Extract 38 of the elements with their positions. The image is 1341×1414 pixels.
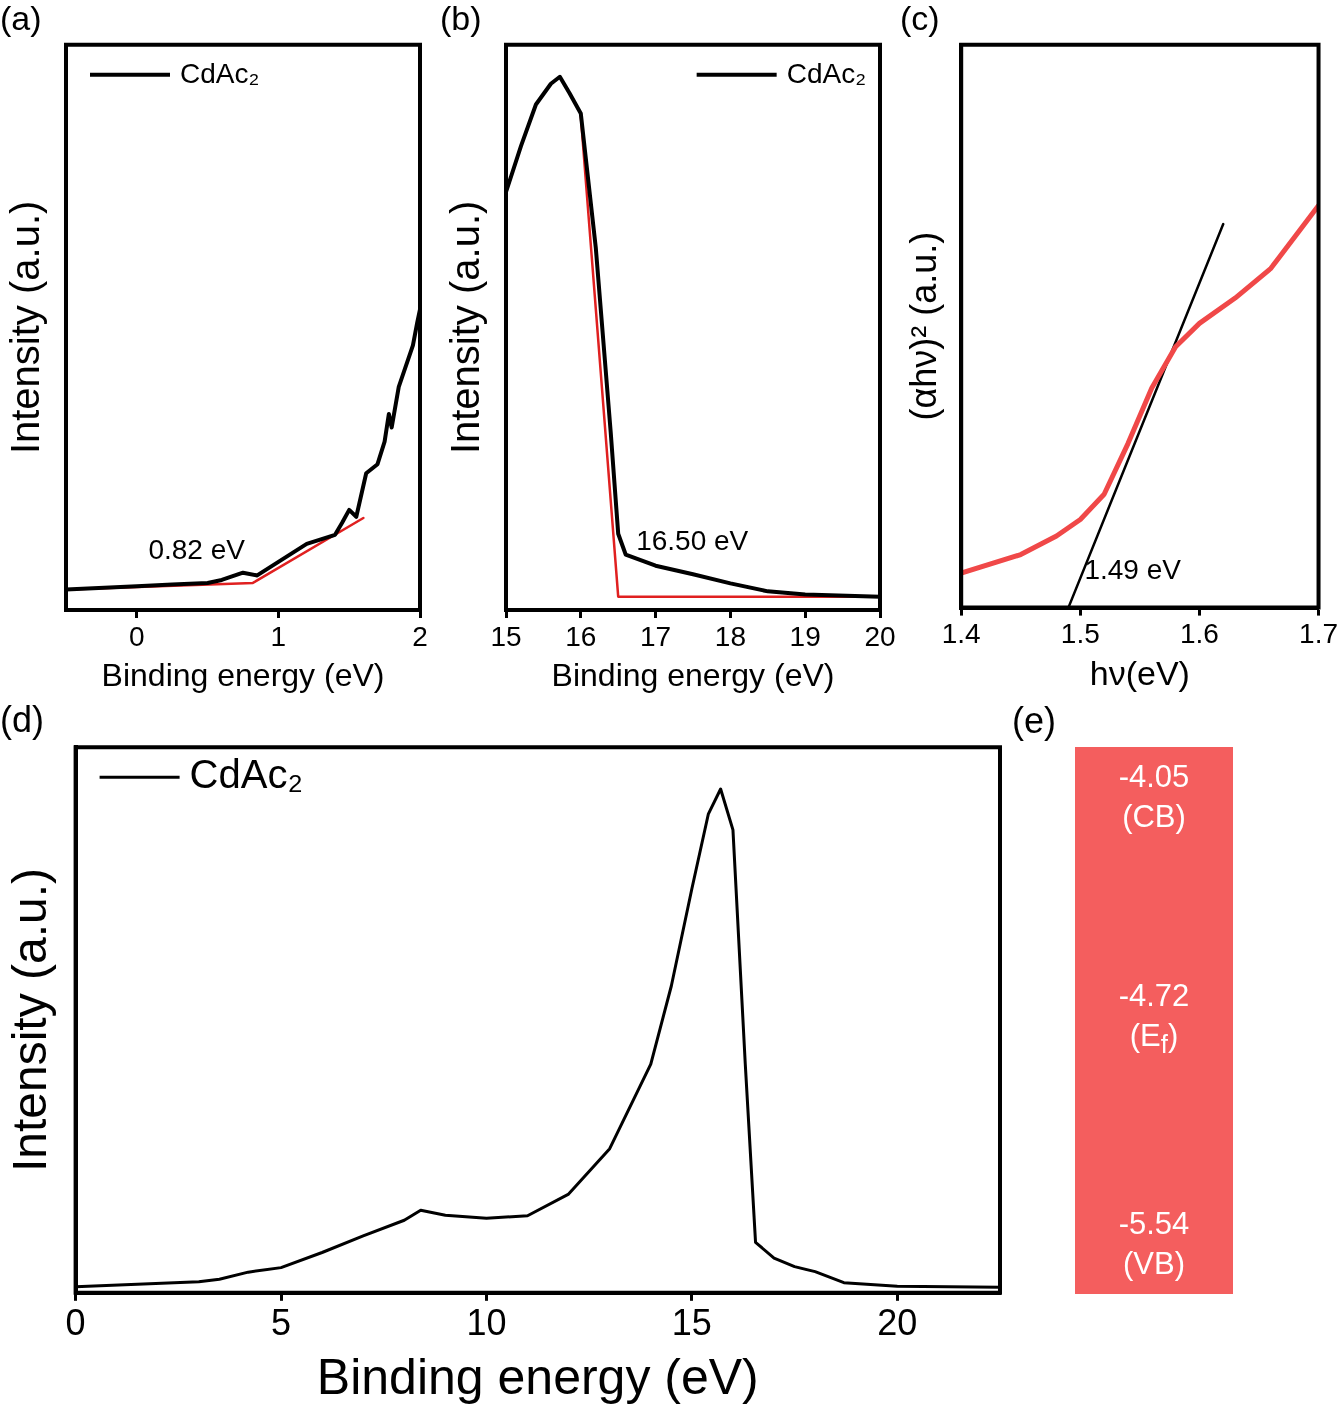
x-tick-label: 20 xyxy=(864,620,896,652)
text: (e) xyxy=(1012,700,1056,742)
legend-label: CdAc₂ xyxy=(786,57,867,89)
x-tick-label: 1.6 xyxy=(1179,618,1219,650)
x-axis-title: Binding energy (eV) xyxy=(316,1348,759,1405)
legend-label: CdAc₂ xyxy=(189,752,303,797)
x-tick-label: 1.5 xyxy=(1060,618,1100,650)
legend-label: CdAc₂ xyxy=(180,57,260,89)
x-axis-title: Binding energy (eV) xyxy=(101,656,385,693)
x-axis-title: Binding energy (eV) xyxy=(551,656,835,693)
x-tick-label: 1.4 xyxy=(941,618,981,650)
chart-title: (c) xyxy=(900,0,940,37)
annotation: 1.49 eV xyxy=(1084,554,1182,586)
x-axis-title: hν(eV) xyxy=(1089,653,1190,692)
x-tick-label: 19 xyxy=(789,620,821,652)
x-tick-label: 18 xyxy=(714,620,746,652)
x-tick-label: 16 xyxy=(565,620,597,652)
x-tick-label: 15 xyxy=(490,620,522,652)
x-tick-label: 2 xyxy=(412,620,428,652)
y-axis-title: (αhν)² (a.u.) xyxy=(902,231,944,421)
y-axis-title: Intensity (a.u.) xyxy=(3,200,48,455)
x-tick-label: 10 xyxy=(466,1302,507,1344)
x-tick-label: 1 xyxy=(270,620,287,652)
y-axis-title: Intensity (a.u.) xyxy=(3,867,57,1173)
x-tick-label: 1.7 xyxy=(1299,618,1339,650)
x-tick-label: 0 xyxy=(65,1302,86,1344)
x-tick-label: 5 xyxy=(271,1302,292,1344)
annotation: 0.82 eV xyxy=(148,533,246,565)
x-tick-label: 15 xyxy=(671,1302,712,1344)
chart-title: (a) xyxy=(0,0,42,37)
y-axis-title: Intensity (a.u.) xyxy=(443,200,488,455)
x-tick-label: 17 xyxy=(640,620,672,652)
chart-title: (b) xyxy=(440,0,482,37)
annotation: 16.50 eV xyxy=(636,525,749,557)
energy-level-card: -4.05 (CB) -4.72 (E$_{f}$) -5.54 (VB) xyxy=(1075,747,1233,1294)
x-tick-label: 0 xyxy=(129,620,145,652)
x-tick-label: 20 xyxy=(877,1302,918,1344)
chart-title: (d) xyxy=(0,698,44,740)
